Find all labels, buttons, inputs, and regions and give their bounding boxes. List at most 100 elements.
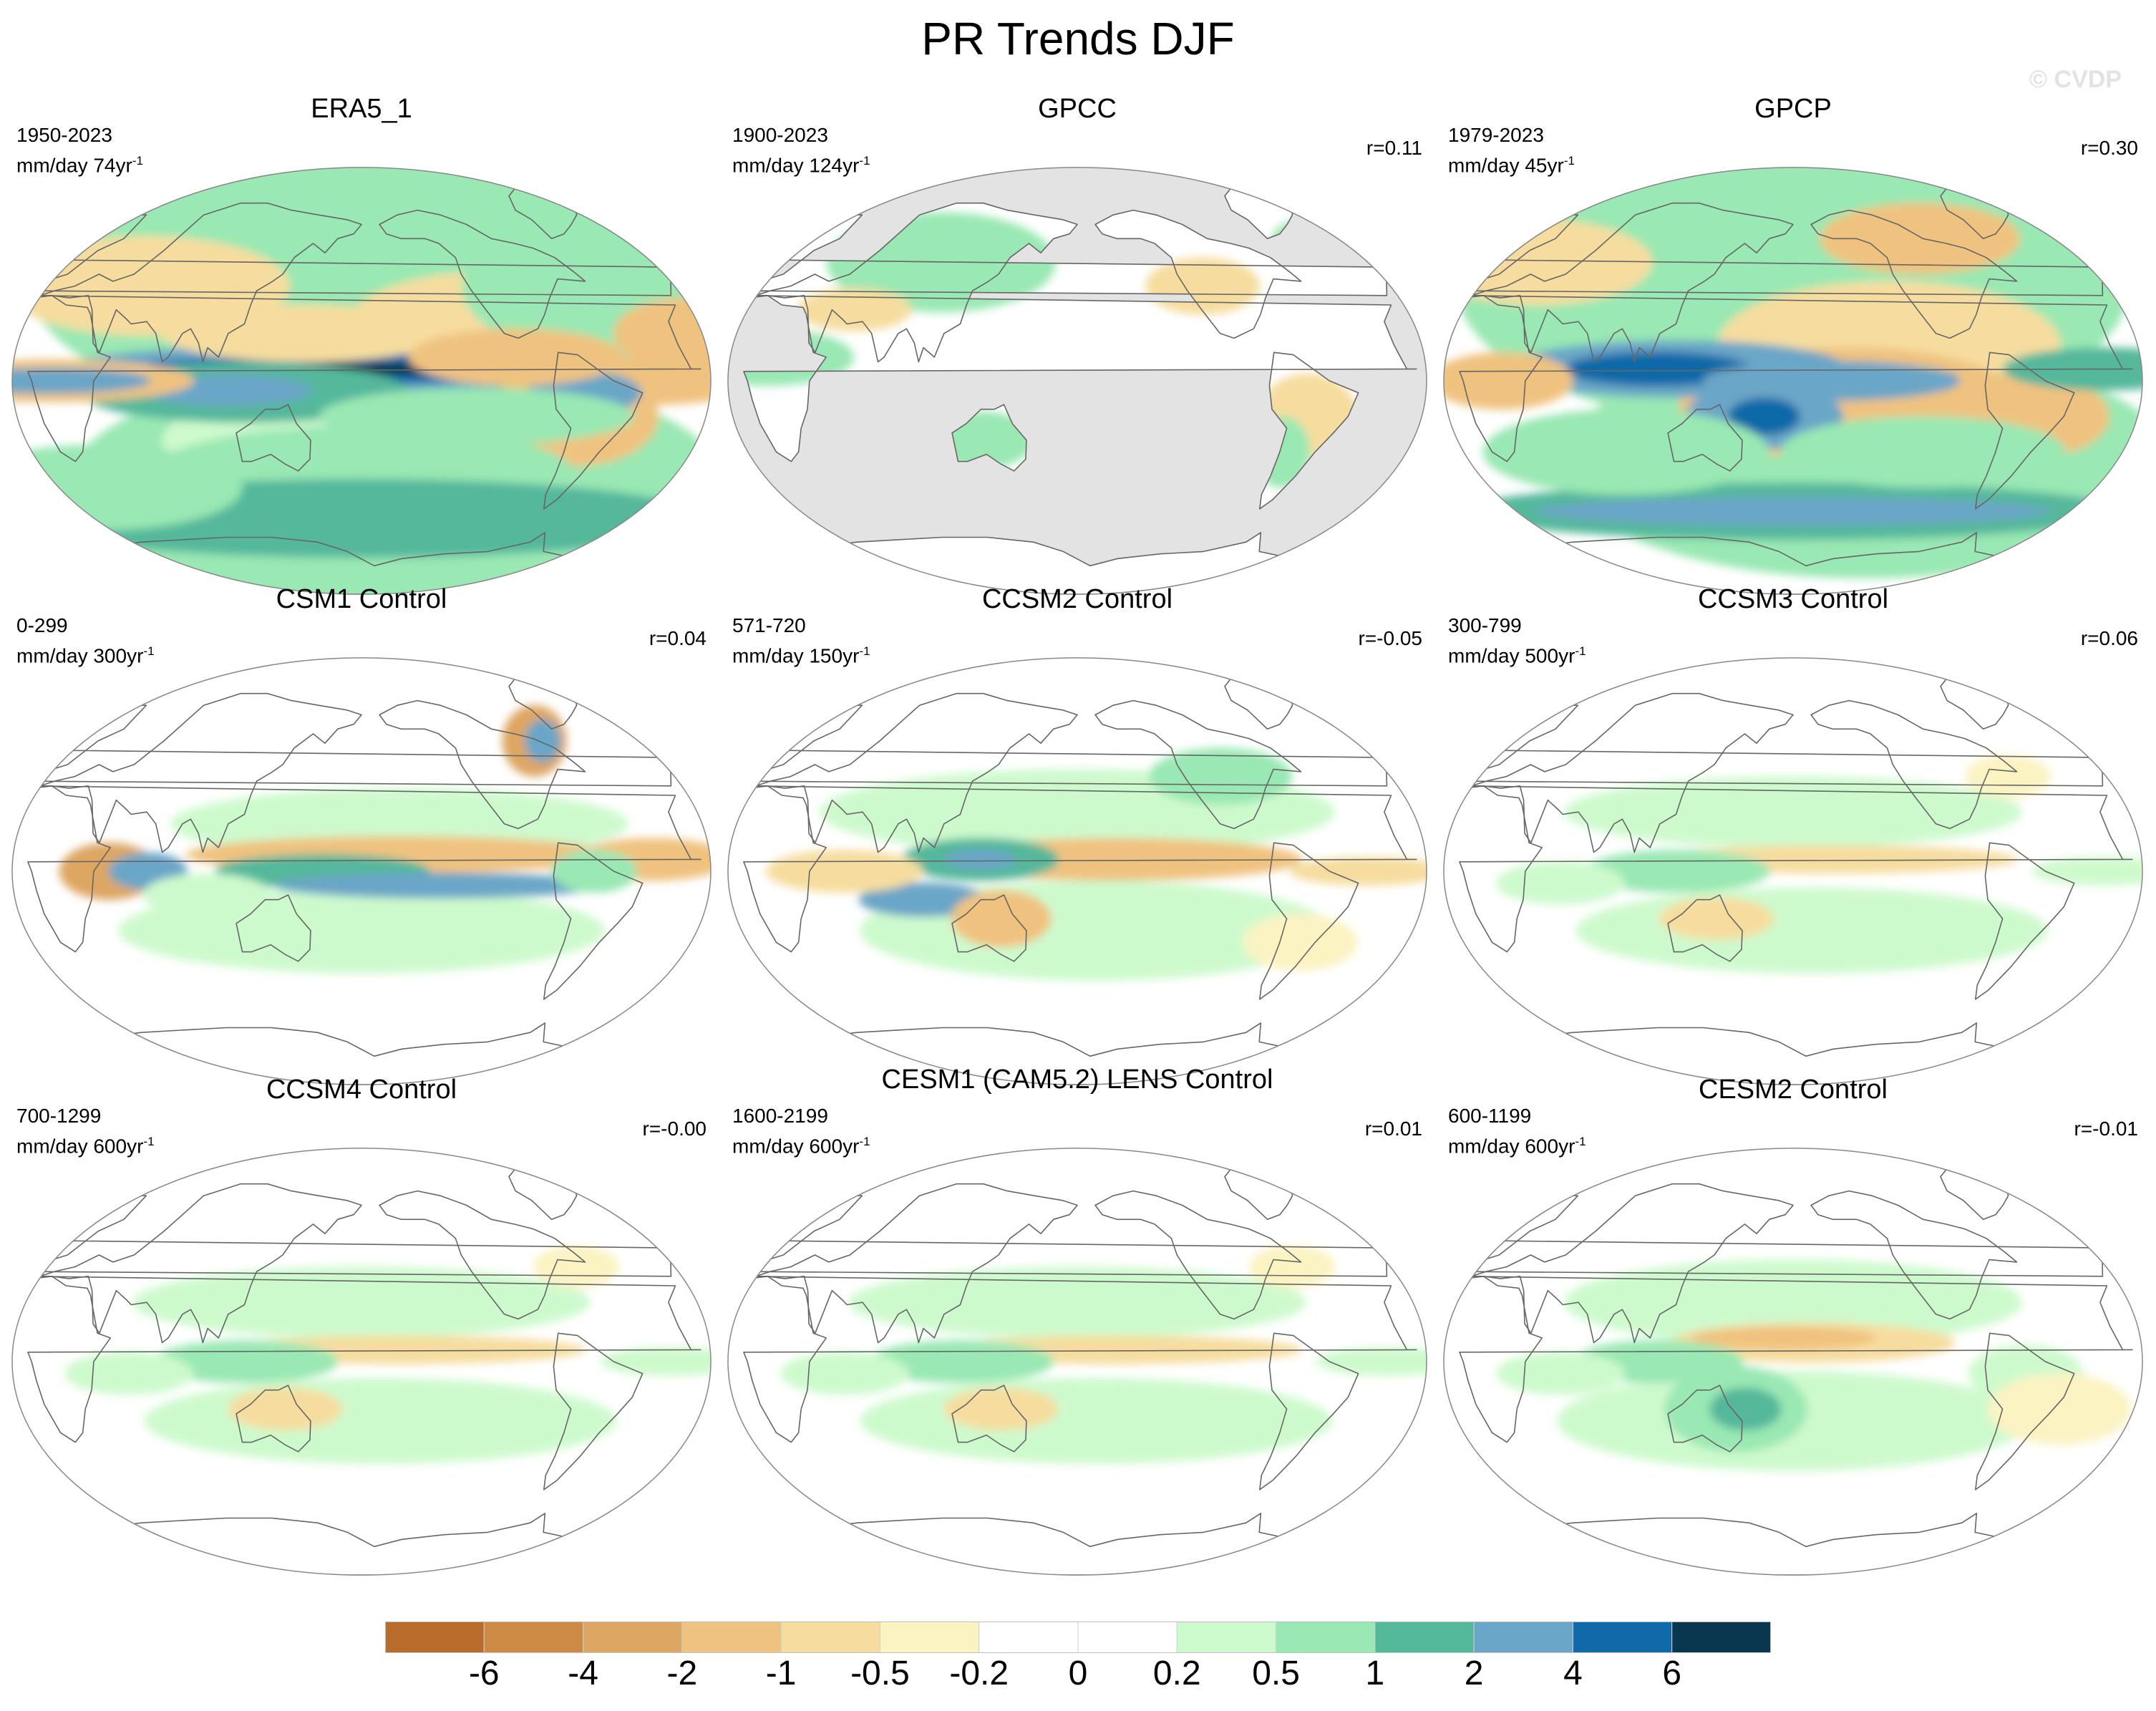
colorbar-swatch	[483, 1622, 584, 1653]
africa-coastline	[1459, 785, 2133, 953]
africa-coastline	[743, 1276, 1417, 1443]
map-outline	[1443, 1148, 2143, 1576]
colorbar-tick-label: 6	[1662, 1654, 1682, 1692]
panel-correlation: r=0.30	[2080, 137, 2138, 159]
map-outline	[11, 167, 712, 595]
panel-correlation: r=0.01	[1364, 1118, 1422, 1140]
trend-patch	[1443, 352, 1574, 409]
trend-patch	[1496, 861, 1626, 905]
colorbar-tick-label: -0.2	[949, 1654, 1009, 1692]
robinson-map	[1443, 657, 2143, 1085]
panel-title: GPCP	[1754, 94, 1832, 124]
panel-correlation: r=-0.05	[1358, 627, 1423, 649]
australia-coastline	[235, 894, 311, 962]
colorbar-tick-label: 2	[1464, 1654, 1484, 1692]
map-outline	[11, 1148, 712, 1576]
trend-patch	[551, 850, 638, 893]
trend-patch	[161, 304, 448, 362]
map-outline	[1443, 167, 2143, 595]
trend-patch	[951, 890, 1052, 948]
panel-years: 1950-2023	[16, 124, 112, 146]
south-america-coastline	[1975, 1332, 2075, 1491]
panel-years: 700-1299	[16, 1105, 102, 1127]
north-america-coastline	[1094, 209, 1302, 339]
units-text: mm/day 300yr	[16, 644, 144, 667]
panel-title: CCSM3 Control	[1697, 584, 1889, 614]
trend-patch	[848, 1266, 1306, 1339]
colorbar-tick-label: -4	[568, 1654, 598, 1692]
map-panel: ERA5_1 1950-2023 mm/day 74yr-1	[4, 93, 719, 595]
north-america-coastline	[1810, 209, 2018, 339]
colorbar-frame	[385, 1622, 1771, 1653]
units-exponent: -1	[1575, 644, 1586, 658]
colorbar-tick-label: 0.2	[1152, 1654, 1201, 1692]
panel-correlation: r=0.04	[649, 627, 706, 649]
units-text: mm/day 600yr	[732, 1135, 860, 1158]
trend-patch	[274, 872, 604, 898]
robinson-map	[11, 657, 712, 1085]
north-america-coastline	[1094, 1190, 1302, 1320]
australia-coastline	[235, 1385, 311, 1453]
colorbar-swatch	[385, 1622, 485, 1653]
north-america-coastline	[379, 1190, 586, 1320]
eurasia-coastline	[747, 202, 1078, 363]
trend-patch	[1564, 776, 2022, 848]
africa-coastline	[743, 295, 1417, 462]
panel-title: CSM1 Control	[276, 584, 447, 614]
trend-patch	[1659, 897, 1774, 941]
trend-patch	[1243, 913, 1358, 971]
trend-patch	[1482, 409, 1769, 495]
africa-coastline	[1459, 1276, 2133, 1443]
panel-units: mm/day 500yr-1	[1448, 639, 1586, 668]
trend-patch	[1709, 1387, 1782, 1431]
panel-correlation: r=-0.00	[642, 1118, 707, 1140]
colorbar-swatch	[681, 1622, 782, 1653]
eurasia-coastline	[1463, 1183, 1794, 1344]
units-exponent: -1	[143, 644, 155, 658]
colorbar-swatch	[1374, 1622, 1475, 1653]
trend-patch	[1988, 1373, 2132, 1445]
eurasia-coastline	[747, 1183, 1078, 1344]
map-outline	[727, 167, 1427, 595]
map-panel: CCSM2 Control 571-720 mm/day 150yr-1 r=-…	[719, 583, 1435, 1085]
colorbar-swatch	[1176, 1622, 1277, 1653]
colorbar-swatch	[1473, 1622, 1573, 1653]
units-exponent: -1	[859, 644, 870, 658]
panel-correlation: r=0.11	[1366, 137, 1422, 159]
africa-coastline	[27, 295, 701, 462]
africa-coastline	[1459, 295, 2133, 462]
colorbar-swatch	[1077, 1622, 1177, 1653]
trend-patch	[1316, 1347, 1427, 1376]
trend-patch	[1289, 857, 1427, 886]
australia-coastline	[1667, 404, 1743, 472]
colorbar-tick-label: -1	[765, 1654, 797, 1692]
colorbar-swatch	[1276, 1622, 1376, 1653]
robinson-map	[11, 1148, 712, 1576]
map-outline	[11, 657, 712, 1085]
panel-title: GPCC	[1038, 94, 1117, 124]
colorbar-swatch	[583, 1622, 683, 1653]
robinson-map	[727, 167, 1427, 595]
colorbar-swatch	[780, 1622, 880, 1653]
trend-patch	[525, 719, 561, 762]
colorbar-tick-label: 0.5	[1252, 1654, 1300, 1692]
figure-title: PR Trends DJF	[921, 13, 1235, 64]
units-exponent: -1	[143, 1135, 155, 1148]
units-exponent: -1	[859, 154, 870, 168]
australia-coastline	[951, 404, 1027, 472]
trend-patch	[860, 1377, 1333, 1464]
units-exponent: -1	[132, 154, 143, 168]
australia-coastline	[951, 894, 1027, 962]
units-text: mm/day 600yr	[16, 1135, 144, 1158]
panel-units: mm/day 600yr-1	[1448, 1130, 1586, 1158]
trend-patch	[1149, 747, 1293, 805]
north-america-coastline	[1810, 699, 2018, 830]
south-america-coastline	[1259, 1332, 1359, 1491]
panel-units: mm/day 300yr-1	[16, 639, 155, 668]
robinson-map	[1443, 167, 2143, 595]
colorbar-tick-label: 0	[1068, 1654, 1088, 1692]
trend-patch	[408, 328, 623, 386]
units-text: mm/day 500yr	[1448, 644, 1575, 667]
eurasia-coastline	[31, 202, 362, 363]
trend-patch	[2031, 857, 2143, 886]
